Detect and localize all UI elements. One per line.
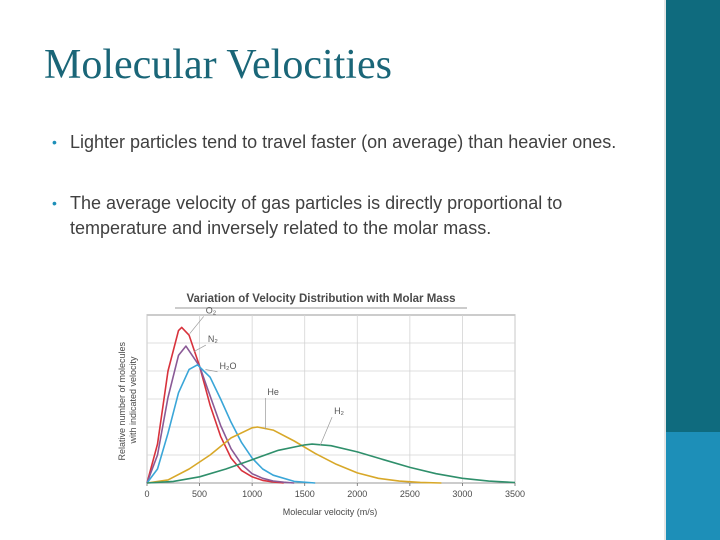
chart-series-labels: O₂ N₂ H₂O He H₂	[189, 305, 345, 446]
series-label-leader	[189, 316, 204, 334]
bullet-text: Lighter particles tend to travel faster …	[70, 132, 617, 152]
chart-svg: Variation of Velocity Distribution with …	[117, 293, 525, 517]
chart-curves	[146, 326, 516, 484]
series-label: H₂O	[219, 361, 236, 371]
slide-title: Molecular Velocities	[44, 42, 392, 88]
x-tick-label: 500	[192, 489, 207, 499]
x-tick-label: 1000	[242, 489, 262, 499]
x-tick-label: 0	[144, 489, 149, 499]
y-axis-label-line-1: Relative number of molecules	[117, 341, 127, 460]
series-label-leader	[319, 416, 333, 446]
bullet-item: • Lighter particles tend to travel faste…	[52, 130, 642, 155]
chart-x-ticks: 0 500 1000 1500 2000 2500 3000 3500	[144, 483, 525, 499]
series-label: O₂	[206, 305, 217, 315]
x-tick-label: 2000	[347, 489, 367, 499]
x-tick-label: 2500	[400, 489, 420, 499]
x-tick-label: 1500	[295, 489, 315, 499]
x-tick-label: 3000	[452, 489, 472, 499]
x-axis-label: Molecular velocity (m/s)	[283, 507, 378, 517]
chart-grid	[146, 314, 516, 484]
series-curve	[146, 364, 316, 484]
series-curve	[146, 426, 442, 484]
series-label: He	[267, 387, 279, 397]
bullet-dot-icon: •	[52, 134, 57, 150]
series-label-leader	[193, 344, 207, 352]
bullet-text: The average velocity of gas particles is…	[70, 193, 563, 239]
y-axis-label: Relative number of molecules with indica…	[117, 339, 138, 460]
side-bar-accent	[666, 432, 720, 540]
velocity-distribution-chart: Variation of Velocity Distribution with …	[115, 285, 527, 517]
series-label: N₂	[208, 334, 218, 344]
side-bar-edge	[664, 0, 666, 540]
chart-title: Variation of Velocity Distribution with …	[186, 293, 455, 305]
decorative-side-bar	[664, 0, 720, 540]
series-label-leader	[205, 369, 218, 373]
series-curve	[146, 345, 295, 484]
series-curve	[146, 326, 284, 484]
bullet-dot-icon: •	[52, 195, 57, 212]
bullet-list: • Lighter particles tend to travel faste…	[52, 130, 642, 242]
bullet-item: • The average velocity of gas particles …	[52, 191, 642, 241]
series-curve	[146, 443, 516, 484]
y-axis-label-line-2: with indicated velocity	[128, 356, 138, 445]
x-tick-label: 3500	[505, 489, 525, 499]
series-label: H₂	[334, 406, 344, 416]
